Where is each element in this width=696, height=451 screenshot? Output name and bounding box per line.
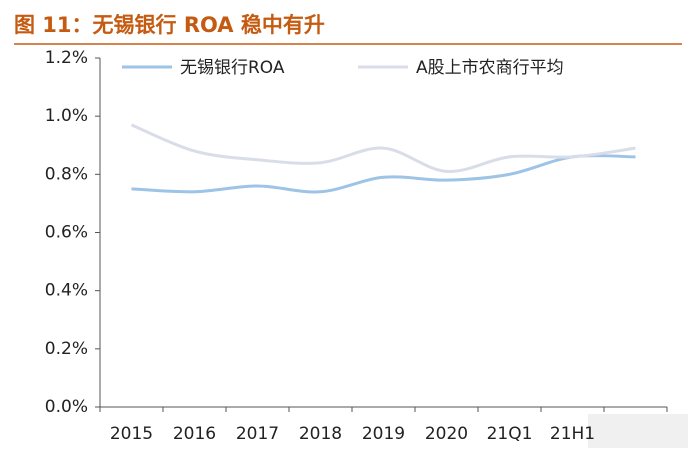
y-tick-label: 1.2% — [45, 48, 88, 68]
x-tick-label: 2016 — [173, 424, 216, 444]
y-tick-label: 1.0% — [45, 106, 88, 126]
x-tick-label: 21H1 — [550, 424, 595, 444]
chart-title: 图 11：无锡银行 ROA 稳中有升 — [14, 13, 325, 37]
legend-label: 无锡银行ROA — [180, 58, 285, 78]
y-tick-label: 0.2% — [45, 339, 88, 359]
x-tick-label: 2018 — [299, 424, 342, 444]
y-tick-label: 0.8% — [45, 164, 88, 184]
series-line — [131, 154, 636, 194]
y-tick-label: 0.6% — [45, 223, 88, 243]
x-tick-label: 2017 — [236, 424, 279, 444]
x-tick-label: 2019 — [362, 424, 405, 444]
x-tick-label: 21Q1 — [487, 424, 533, 444]
blur-patch — [588, 414, 688, 448]
y-tick-label: 0.4% — [45, 281, 88, 301]
series-line — [130, 123, 636, 173]
x-tick-label: 2015 — [110, 424, 153, 444]
x-tick-label: 2020 — [425, 424, 468, 444]
y-tick-label: 0.0% — [45, 397, 88, 417]
legend-label: A股上市农商行平均 — [416, 58, 564, 78]
